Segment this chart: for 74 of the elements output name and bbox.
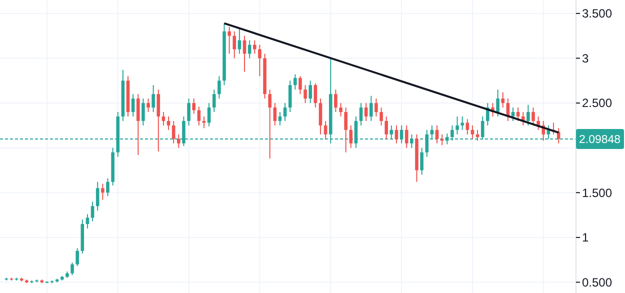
- candlestick: [258, 44, 262, 77]
- candlestick: [101, 183, 104, 200]
- candlestick: [526, 104, 530, 126]
- y-tick-label: 1.500: [582, 186, 612, 200]
- y-tick-label: 3: [582, 51, 589, 66]
- candlestick: [238, 27, 242, 54]
- candlestick: [359, 102, 363, 126]
- y-tick-label: 1: [582, 230, 589, 245]
- y-tick-label: 0.500: [582, 275, 612, 290]
- candlestick: [364, 102, 368, 122]
- candlestick: [283, 102, 287, 122]
- candlestick: [218, 76, 221, 100]
- candlestick: [202, 116, 206, 129]
- candlestick: [136, 94, 140, 156]
- candlestick: [394, 124, 398, 144]
- candlestick: [380, 107, 383, 126]
- candlestick: [470, 124, 474, 140]
- candlestick: [152, 84, 155, 113]
- candlestick: [192, 98, 196, 114]
- candlestick: [278, 112, 282, 126]
- candlestick: [344, 107, 348, 153]
- candlestick: [339, 102, 342, 117]
- candlestick: [496, 89, 500, 117]
- candlestick: [96, 181, 100, 212]
- candlestick: [268, 89, 272, 160]
- candlestick: [232, 30, 236, 59]
- candlestick: [370, 95, 373, 122]
- candlestick: [511, 107, 515, 122]
- candlestick: [532, 107, 535, 126]
- ref-line-label: 2.09848: [579, 134, 621, 146]
- candlestick: [435, 124, 439, 144]
- candlestick: [384, 116, 388, 140]
- candlestick: [106, 178, 110, 197]
- candlestick: [304, 84, 307, 104]
- candlestick: [207, 102, 211, 127]
- candlestick: [156, 89, 160, 152]
- candlestick: [248, 40, 252, 59]
- candlestick: [131, 94, 135, 117]
- candlestick: [288, 80, 292, 113]
- candlestick: [294, 74, 297, 90]
- candlestick: [324, 120, 328, 140]
- candlestick: [404, 124, 408, 148]
- candlestick: [142, 98, 145, 126]
- y-tick-label: 2.500: [582, 96, 612, 110]
- candlestick: [166, 116, 170, 130]
- candlestick: [318, 98, 322, 135]
- candlestick: [76, 248, 79, 267]
- candlestick: [197, 106, 201, 126]
- candlestick: [536, 116, 540, 130]
- candlestick: [242, 35, 246, 72]
- candlestick: [177, 134, 180, 148]
- candlestick: [349, 124, 353, 148]
- candlestick: [90, 201, 94, 222]
- candlestick: [298, 76, 302, 95]
- candlestick: [172, 120, 176, 144]
- y-tick-label: 3.500: [582, 6, 612, 21]
- candlestick: [334, 89, 338, 113]
- candlestick: [273, 102, 277, 126]
- candlestick: [374, 98, 378, 117]
- candlestick: [228, 26, 231, 54]
- candlestick: [456, 116, 459, 135]
- candlestick: [314, 82, 318, 108]
- candlestick: [86, 214, 90, 229]
- candlestick: [420, 147, 424, 176]
- candlestick: [460, 116, 464, 130]
- candlestick: [252, 40, 256, 54]
- candlestick: [516, 107, 520, 122]
- candlestick: [501, 92, 505, 108]
- candlestick: [212, 89, 216, 113]
- candlestick: [187, 98, 190, 126]
- candlestick: [70, 262, 74, 276]
- candlestick: [162, 112, 166, 126]
- candlestick: [146, 98, 150, 113]
- candlestick: [308, 80, 312, 104]
